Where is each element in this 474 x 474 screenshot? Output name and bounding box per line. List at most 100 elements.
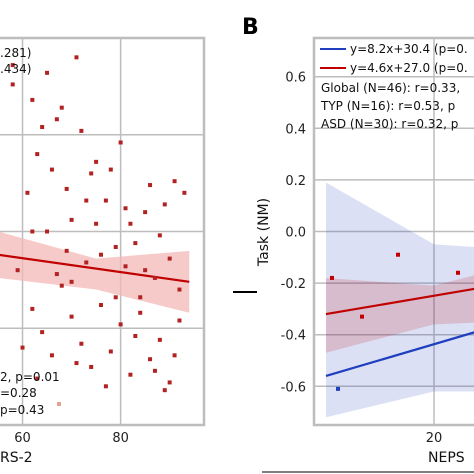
left-point-14 (99, 252, 103, 257)
left-point-48 (35, 376, 40, 381)
left-x-axis-label: RS-2 (0, 450, 33, 466)
right-y-tick-2: 0.2 (285, 174, 306, 189)
left-point-53 (113, 295, 118, 300)
left-point-8 (64, 186, 69, 191)
right-x-ticks: 20 (426, 431, 443, 446)
right-y-axis-label: Task (NM) (256, 198, 272, 267)
left-x-ticks: 60 80 (14, 431, 129, 446)
left-point-1 (10, 82, 15, 87)
left-point-46 (177, 318, 182, 323)
left-point-12 (89, 171, 94, 176)
left-point-19 (123, 264, 128, 269)
stats-typ: TYP (N=16): r=0.53, p (320, 99, 455, 113)
left-point-4 (40, 125, 45, 130)
left-annotation-top-2: .434) (0, 62, 31, 76)
right-points (330, 252, 460, 391)
left-point-9 (69, 217, 74, 222)
left-point-32 (40, 330, 45, 335)
left-point-52 (103, 384, 108, 389)
left-point-29 (172, 179, 177, 184)
left-point-40 (118, 322, 123, 327)
left-point-27 (162, 202, 167, 207)
left-point-35 (69, 314, 74, 319)
left-point-25 (152, 275, 157, 280)
left-point-57 (172, 353, 177, 358)
left-point-50 (74, 361, 79, 366)
left-point-42 (138, 310, 143, 315)
right-point-1-1 (360, 314, 364, 319)
left-point-31 (30, 306, 35, 311)
left-point-66 (84, 198, 89, 203)
right-fit-line-1 (325, 287, 474, 316)
left-x-tick-1: 80 (112, 431, 129, 446)
left-point-63 (182, 190, 187, 195)
right-y-tick-5: -0.4 (281, 329, 306, 344)
stats-asd: ASD (N=30): r=0.32, p (321, 117, 458, 131)
left-regression-line (0, 253, 190, 283)
left-point-43 (148, 357, 153, 362)
left-point-28 (167, 256, 172, 261)
left-point-10 (74, 55, 79, 60)
left-point-17 (113, 244, 118, 249)
left-point-36 (79, 341, 84, 346)
right-fit-line-0 (325, 331, 474, 378)
left-point-47 (20, 345, 25, 350)
left-point-23 (143, 210, 148, 215)
left-point-6 (54, 117, 59, 122)
left-point-39 (108, 349, 113, 354)
left-point-26 (157, 233, 162, 238)
left-point-13 (94, 159, 99, 164)
left-confidence-band (0, 232, 190, 313)
left-point-5 (45, 70, 50, 75)
left-point-64 (25, 190, 30, 195)
left-point-49 (54, 272, 59, 277)
left-point-54 (133, 333, 138, 338)
left-point-67 (15, 268, 20, 273)
right-y-tick-4: -0.2 (281, 277, 306, 292)
left-point-15 (103, 198, 108, 203)
left-point-59 (64, 248, 69, 253)
right-y-tick-3: 0.0 (285, 226, 306, 241)
right-point-0-0 (336, 386, 340, 391)
left-panel: .281) .434) 2, p=0.01 =0.28 p=0.43 60 80 … (0, 36, 206, 466)
left-point-24 (148, 183, 153, 188)
left-annotation-bottom-2: =0.28 (0, 386, 37, 400)
right-point-1-2 (396, 252, 400, 257)
left-point-18 (118, 140, 123, 145)
left-point-44 (157, 337, 162, 342)
right-x-axis-label: NEPS (428, 450, 465, 466)
left-point-58 (45, 229, 50, 234)
left-point-16 (108, 167, 113, 172)
left-point-20 (128, 221, 133, 226)
left-point-41 (128, 372, 133, 377)
panel-b-label: B (242, 15, 259, 40)
right-y-tick-1: 0.4 (285, 122, 306, 137)
right-y-tick-6: -0.6 (281, 380, 306, 395)
left-x-tick-0: 60 (14, 431, 31, 446)
left-fit-line (0, 253, 190, 283)
left-point-2 (30, 97, 35, 102)
left-point-0 (10, 63, 15, 68)
right-point-1-0 (330, 275, 334, 280)
left-point-55 (152, 368, 157, 373)
right-panel: B 0.60.40.20.0-0.2-0.4-0.6 20 Task (NM) … (242, 15, 474, 466)
right-legend: y=8.2x+30.4 (p=0. y=4.6x+27.0 (p=0. Glob… (320, 42, 468, 131)
left-point-3 (35, 152, 40, 157)
right-grid (314, 38, 474, 425)
left-annotation-top-1: .281) (0, 46, 31, 60)
legend-label-red: y=4.6x+27.0 (p=0. (350, 61, 468, 75)
left-point-69 (69, 279, 74, 284)
right-y-tick-0: 0.6 (285, 71, 306, 86)
right-point-1-3 (456, 270, 460, 275)
left-annotation-bottom-1: 2, p=0.01 (0, 370, 60, 384)
left-point-7 (59, 105, 64, 110)
left-point-21 (133, 241, 138, 246)
left-point-68 (30, 229, 35, 234)
left-point-51 (84, 260, 89, 265)
left-point-60 (94, 221, 99, 226)
legend-label-blue: y=8.2x+30.4 (p=0. (350, 42, 468, 56)
stats-global: Global (N=46): r=0.33, (321, 81, 460, 95)
left-point-61 (123, 206, 128, 211)
left-points (10, 55, 187, 393)
